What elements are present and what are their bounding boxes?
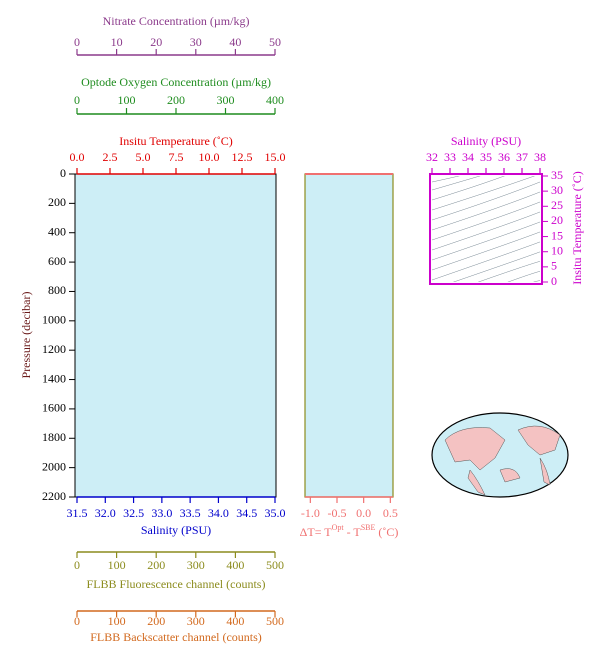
y-tick-label: 600	[48, 254, 66, 268]
tick-label: 30	[190, 35, 202, 49]
tick-label: 5.0	[136, 150, 151, 164]
y-tick-label: 25	[551, 198, 563, 212]
y-tick-label: 2200	[42, 489, 66, 503]
y-tick-label: 800	[48, 283, 66, 297]
y-axis-label: Pressure (decibar)	[19, 292, 33, 379]
axis-label: Salinity (PSU)	[451, 134, 521, 148]
tick-label: 34.5	[236, 506, 257, 520]
tick-label: 0.0	[70, 150, 85, 164]
y-tick-label: 15	[551, 228, 563, 242]
tick-label: 35	[480, 150, 492, 164]
tick-label: 50	[269, 35, 281, 49]
tick-label: 0.5	[383, 506, 398, 520]
y-tick-label: 1600	[42, 401, 66, 415]
label-part: ΔT= T	[300, 525, 333, 539]
y-tick-label: 0	[60, 166, 66, 180]
y-tick-label: 35	[551, 168, 563, 182]
axis-label: Insitu Temperature (˚C)	[119, 134, 233, 148]
tick-label: 34	[462, 150, 474, 164]
tick-label: 15.0	[265, 150, 286, 164]
ts-contours	[432, 176, 540, 282]
label-part: Opt	[332, 523, 345, 532]
tick-label: 100	[118, 93, 136, 107]
tick-label: 36	[498, 150, 510, 164]
axis-label: Optode Oxygen Concentration (µm/kg)	[81, 75, 271, 89]
tick-label: 38	[534, 150, 546, 164]
tick-label: 2.5	[103, 150, 118, 164]
y-tick-label: 1000	[42, 313, 66, 327]
tick-label: 31.5	[67, 506, 88, 520]
tick-label: 0	[74, 614, 80, 628]
tick-label: 10.0	[199, 150, 220, 164]
tick-label: 32.5	[123, 506, 144, 520]
tick-label: 12.5	[232, 150, 253, 164]
y-tick-label: 200	[48, 195, 66, 209]
tick-label: 500	[266, 614, 284, 628]
axis-label: FLBB Backscatter channel (counts)	[90, 630, 262, 644]
y-tick-label: 10	[551, 243, 563, 257]
tick-label: 37	[516, 150, 528, 164]
tick-label: 33	[444, 150, 456, 164]
tick-label: 400	[226, 558, 244, 572]
tick-label: 400	[226, 614, 244, 628]
tick-label: 0	[74, 35, 80, 49]
plot-frame	[429, 173, 543, 285]
tick-label: 35.0	[265, 506, 286, 520]
axis-label: FLBB Fluorescence channel (counts)	[87, 577, 266, 591]
label-part: SBE	[361, 523, 376, 532]
plot-area	[74, 173, 277, 498]
y-axis-label: Insitu Temperature (˚C)	[570, 171, 584, 285]
tick-label: 200	[147, 558, 165, 572]
tick-label: 32.0	[95, 506, 116, 520]
tick-label: -0.5	[328, 506, 347, 520]
y-tick-label: 1800	[42, 430, 66, 444]
axis-label: ΔT= TOpt - TSBE (˚C)	[300, 523, 399, 539]
tick-label: 300	[187, 558, 205, 572]
tick-label: 20	[150, 35, 162, 49]
tick-label: 100	[108, 614, 126, 628]
tick-label: 500	[266, 558, 284, 572]
tick-label: 0	[74, 558, 80, 572]
y-tick-label: 1400	[42, 371, 66, 385]
tick-label: 400	[266, 93, 284, 107]
y-tick-label: 5	[551, 259, 557, 273]
y-tick-label: 0	[551, 274, 557, 288]
tick-label: 300	[217, 93, 235, 107]
label-part: (˚C)	[375, 525, 398, 539]
plot-area	[304, 173, 394, 498]
y-tick-label: 30	[551, 183, 563, 197]
world-map	[431, 412, 569, 498]
label-part: - T	[344, 525, 362, 539]
tick-label: 0	[74, 93, 80, 107]
tick-label: 200	[147, 614, 165, 628]
tick-label: 10	[111, 35, 123, 49]
tick-label: 34.0	[208, 506, 229, 520]
tick-label: 100	[108, 558, 126, 572]
y-tick-label: 20	[551, 213, 563, 227]
tick-label: 300	[187, 614, 205, 628]
tick-label: 200	[167, 93, 185, 107]
axis-label: Nitrate Concentration (µm/kg)	[103, 14, 250, 28]
tick-label: 33.0	[151, 506, 172, 520]
y-tick-label: 400	[48, 224, 66, 238]
y-tick-label: 1200	[42, 342, 66, 356]
tick-label: 40	[229, 35, 241, 49]
tick-label: 7.5	[169, 150, 184, 164]
tick-label: 32	[426, 150, 438, 164]
tick-label: 33.5	[180, 506, 201, 520]
y-tick-label: 2000	[42, 459, 66, 473]
axis-label: Salinity (PSU)	[141, 523, 211, 537]
tick-label: 0.0	[356, 506, 371, 520]
tick-label: -1.0	[301, 506, 320, 520]
